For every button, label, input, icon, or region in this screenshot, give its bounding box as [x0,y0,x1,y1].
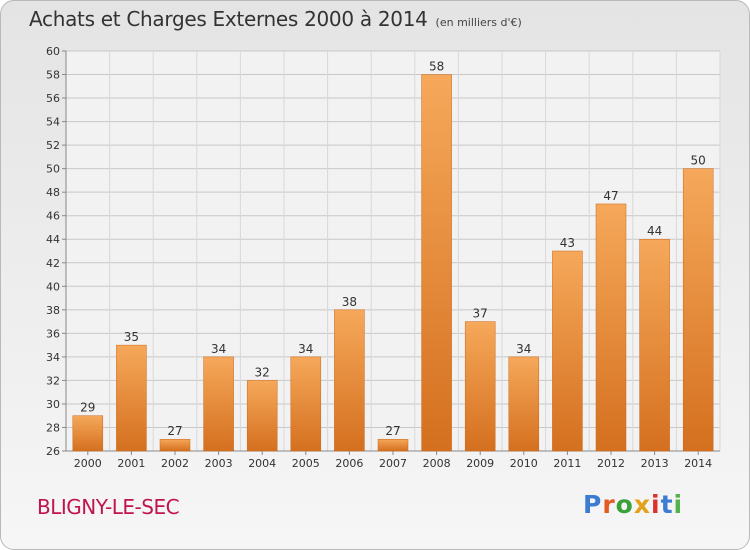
bar-value-label: 27 [167,424,182,438]
logo-letter: P [583,490,603,519]
bar [159,438,191,452]
y-tick-label: 32 [46,374,60,387]
x-tick-label: 2007 [379,457,407,470]
y-tick-label: 26 [46,445,60,458]
bar [290,356,322,452]
y-tick-label: 28 [46,421,60,434]
chart-title-text: Achats et Charges Externes 2000 à 2014 [29,7,428,31]
logo-letter: x [633,490,651,519]
logo-letter: o [615,490,634,519]
x-tick-label: 2004 [248,457,276,470]
bar [508,356,540,452]
y-tick-label: 36 [46,327,60,340]
chart-title: Achats et Charges Externes 2000 à 2014 (e… [29,7,522,31]
y-tick-label: 58 [46,69,60,82]
bar [116,344,147,452]
y-tick-label: 42 [46,257,60,270]
y-tick-label: 56 [46,92,60,105]
bar-value-label: 43 [560,236,575,250]
bar [421,74,452,452]
bar [246,380,278,452]
bar-value-label: 34 [298,342,313,356]
x-tick-label: 2006 [335,457,363,470]
logo-letter: r [602,490,616,519]
x-tick-label: 2011 [553,457,581,470]
bar [464,321,496,452]
logo-letter: i [651,490,661,519]
bar [377,438,409,452]
y-tick-label: 44 [46,233,60,246]
bar-value-label: 44 [647,224,662,238]
y-tick-label: 30 [46,398,60,411]
bar [72,415,104,452]
x-tick-label: 2008 [423,457,451,470]
x-tick-label: 2010 [510,457,538,470]
bar [595,203,627,452]
bar-value-label: 47 [603,189,618,203]
x-tick-label: 2013 [641,457,669,470]
bar-value-label: 37 [473,307,488,321]
bar-value-label: 50 [691,154,706,168]
bar-value-label: 34 [211,342,226,356]
y-tick-label: 52 [46,139,60,152]
chart-subtitle: (en milliers d'€) [435,16,522,29]
x-tick-label: 2005 [292,457,320,470]
y-tick-label: 54 [46,116,60,129]
bar-value-label: 29 [80,401,95,415]
bar-value-label: 34 [516,342,531,356]
x-tick-label: 2000 [74,457,102,470]
proxiti-logo[interactable]: Proxiti [583,490,683,519]
x-tick-label: 2012 [597,457,625,470]
x-tick-label: 2002 [161,457,189,470]
y-tick-label: 34 [46,351,60,364]
y-tick-label: 48 [46,186,60,199]
x-tick-label: 2001 [117,457,145,470]
y-tick-label: 46 [46,210,60,223]
bar [203,356,234,452]
bar-value-label: 27 [385,424,400,438]
y-tick-label: 40 [46,280,60,293]
y-tick-label: 60 [46,45,60,58]
bar-value-label: 32 [255,365,270,379]
bar-value-label: 38 [342,295,357,309]
bar-value-label: 35 [124,330,139,344]
bar-value-label: 58 [429,60,444,74]
x-tick-label: 2003 [205,457,233,470]
town-name: BLIGNY-LE-SEC [37,495,180,519]
y-tick-label: 50 [46,163,60,176]
logo-letter: t [660,490,674,519]
bar [682,168,714,452]
bar [552,250,583,452]
bar [639,238,670,452]
bar [334,309,365,452]
x-tick-label: 2014 [684,457,712,470]
y-tick-label: 38 [46,304,60,317]
x-tick-label: 2009 [466,457,494,470]
logo-letter: i [673,490,684,519]
